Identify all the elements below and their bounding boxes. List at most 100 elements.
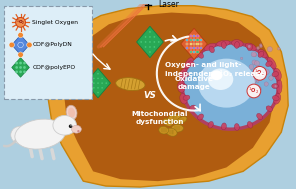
Ellipse shape [178,81,185,92]
Ellipse shape [171,124,184,132]
Polygon shape [12,58,29,77]
Ellipse shape [231,40,243,47]
Polygon shape [12,35,29,55]
Ellipse shape [11,126,30,144]
Circle shape [240,92,246,98]
Circle shape [154,46,155,48]
Ellipse shape [168,115,181,122]
Ellipse shape [176,117,187,124]
Circle shape [19,62,22,64]
Text: COF@polyEPO: COF@polyEPO [32,65,75,70]
Circle shape [101,82,103,84]
Circle shape [254,61,260,66]
Polygon shape [86,68,110,98]
Ellipse shape [211,70,223,80]
Circle shape [257,86,261,90]
Ellipse shape [182,72,189,77]
Ellipse shape [272,72,279,77]
Bar [197,51,199,53]
Bar [189,43,192,45]
Polygon shape [137,26,163,58]
Ellipse shape [66,105,77,120]
Ellipse shape [198,59,255,108]
Ellipse shape [193,49,203,58]
Circle shape [19,66,22,69]
Ellipse shape [209,46,214,53]
Circle shape [253,67,267,80]
Ellipse shape [221,42,226,48]
Circle shape [15,62,18,64]
Circle shape [252,53,257,57]
Text: $^1$O$_2$: $^1$O$_2$ [16,17,25,27]
Circle shape [259,43,262,46]
Bar [193,47,195,49]
Circle shape [19,70,22,73]
Circle shape [259,88,261,90]
Ellipse shape [72,125,81,133]
Circle shape [255,90,258,93]
Ellipse shape [272,96,279,101]
Ellipse shape [208,122,213,128]
Circle shape [101,78,103,79]
Circle shape [140,41,142,43]
Ellipse shape [15,119,65,149]
Circle shape [89,82,91,84]
Circle shape [274,85,277,88]
Ellipse shape [266,106,273,111]
Ellipse shape [198,114,203,120]
Ellipse shape [53,115,76,135]
Circle shape [149,41,151,43]
Circle shape [256,65,261,70]
Ellipse shape [277,79,282,94]
Circle shape [149,46,151,48]
Ellipse shape [208,68,233,90]
Circle shape [97,82,99,84]
Circle shape [69,125,72,128]
Circle shape [149,51,151,53]
Polygon shape [64,12,276,181]
Circle shape [23,62,26,64]
Circle shape [97,73,99,74]
Circle shape [145,41,147,43]
Bar [197,47,199,49]
Bar [193,39,195,41]
Circle shape [251,52,256,57]
Ellipse shape [180,94,187,104]
Circle shape [15,66,18,69]
Ellipse shape [274,68,281,80]
Text: Singlet Oxygen: Singlet Oxygen [32,20,78,25]
Polygon shape [48,6,288,187]
Circle shape [145,46,147,48]
Circle shape [250,78,254,82]
Circle shape [250,78,253,81]
Circle shape [15,70,18,73]
Ellipse shape [266,61,272,67]
Circle shape [18,32,23,38]
Circle shape [18,52,23,57]
Circle shape [16,17,25,27]
Circle shape [255,72,259,76]
Ellipse shape [159,126,169,134]
Circle shape [97,78,99,79]
Circle shape [257,80,259,83]
Circle shape [93,87,95,89]
Ellipse shape [258,51,264,57]
Circle shape [237,82,243,88]
Ellipse shape [258,49,267,58]
Bar [200,39,202,41]
Circle shape [97,92,99,93]
Ellipse shape [163,119,172,126]
Ellipse shape [183,95,190,100]
Circle shape [93,78,95,79]
Text: COF@PolyDN: COF@PolyDN [32,42,72,47]
Ellipse shape [189,61,195,66]
Circle shape [149,31,151,33]
Circle shape [23,70,26,73]
Circle shape [23,66,26,69]
Circle shape [259,45,263,48]
Ellipse shape [166,128,177,136]
Ellipse shape [247,122,253,128]
Ellipse shape [257,113,263,119]
Bar [193,43,195,45]
Ellipse shape [274,94,281,104]
